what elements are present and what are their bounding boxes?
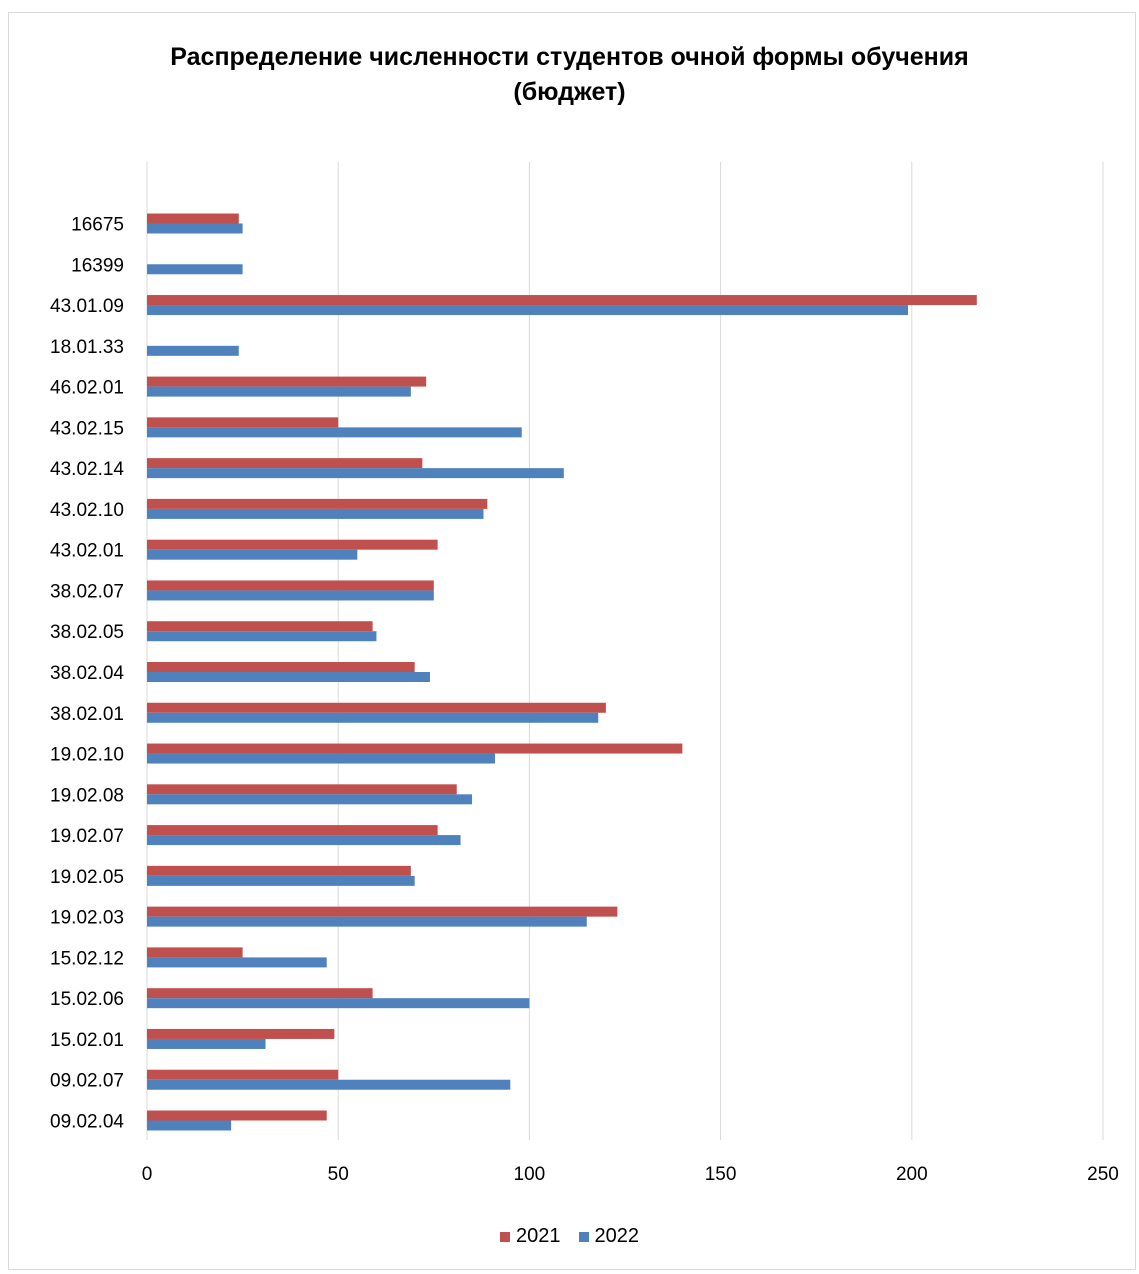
category-label: 43.02.01 [50, 541, 124, 562]
category-label: 46.02.01 [50, 378, 124, 399]
bar-2022-19.02.08 [147, 794, 473, 805]
legend-item-2022: 2022 [578, 1225, 640, 1248]
chart-title-line-1: Распределение численности студентов очно… [170, 43, 969, 71]
category-label: 38.02.04 [50, 663, 124, 684]
category-label: 38.02.07 [50, 581, 124, 602]
category-labels: 16675 16399 43.01.09 18.01.33 46.02.01 43.02.… [50, 215, 124, 1133]
bar-2021-16675 [147, 213, 239, 224]
category-label: 16675 [71, 215, 124, 236]
x-tick-label: 150 [705, 1164, 737, 1185]
bar-2022-38.02.05 [147, 631, 377, 642]
category-label: 15.02.01 [50, 1030, 124, 1051]
legend-label-2022: 2022 [594, 1225, 640, 1247]
category-label: 43.01.09 [50, 296, 124, 317]
bar-2022-43.02.14 [147, 468, 564, 479]
category-label: 09.02.07 [50, 1071, 124, 1092]
bar-2022-16399 [147, 264, 243, 275]
bar-2021-38.02.05 [147, 621, 373, 632]
bar-2022-38.02.01 [147, 712, 599, 723]
category-label: 43.02.14 [50, 459, 124, 480]
bar-2021-19.02.05 [147, 865, 411, 876]
category-label: 15.02.06 [50, 989, 124, 1010]
category-label: 16399 [71, 255, 124, 276]
bar-2022-43.02.10 [147, 508, 484, 519]
bar-2022-38.02.04 [147, 672, 430, 682]
category-label: 43.02.15 [50, 418, 124, 439]
bar-2021-15.02.06 [147, 988, 373, 999]
bar-2021-43.02.10 [147, 498, 488, 509]
bar-2021-43.02.14 [147, 458, 423, 469]
legend: 2021 2022 [0, 1225, 1139, 1248]
bar-2021-15.02.12 [147, 947, 243, 958]
x-tick-labels: 0 50 100 150 200 250 [142, 1164, 1119, 1185]
bar-2022-09.02.04 [147, 1120, 232, 1131]
category-label: 18.01.33 [50, 337, 124, 358]
bar-2022-46.02.01 [147, 386, 411, 397]
category-label: 38.02.05 [50, 622, 124, 643]
bar-2022-19.02.10 [147, 753, 495, 764]
category-label: 15.02.12 [50, 948, 124, 969]
bar-2022-19.02.03 [147, 916, 587, 927]
category-label: 19.02.08 [50, 785, 124, 806]
bar-2022-43.01.09 [147, 305, 908, 316]
bar-2021-19.02.08 [147, 784, 457, 795]
bar-2021-38.02.01 [147, 702, 606, 713]
bar-2022-09.02.07 [147, 1079, 511, 1090]
category-label: 09.02.04 [50, 1112, 124, 1133]
category-label: 43.02.10 [50, 500, 124, 521]
category-label: 38.02.01 [50, 704, 124, 725]
gridlines [146, 162, 1104, 1140]
bar-2022-16675 [147, 223, 243, 234]
bar-2022-15.02.01 [147, 1038, 266, 1049]
bar-2021-43.02.15 [147, 417, 339, 428]
bar-2021-38.02.07 [147, 580, 434, 591]
bar-2022-19.02.05 [147, 875, 415, 886]
bar-2022-18.01.33 [147, 345, 239, 356]
bar-2021-19.02.10 [147, 743, 683, 754]
legend-swatch-2022 [578, 1231, 589, 1242]
chart-title: Распределение численности студентов очно… [0, 40, 1139, 110]
bar-2021-15.02.01 [147, 1028, 335, 1039]
bar-2021-38.02.04 [147, 662, 415, 672]
legend-item-2021: 2021 [500, 1225, 561, 1248]
x-tick-label: 50 [328, 1164, 349, 1185]
chart-title-line-2: (бюджет) [513, 78, 626, 106]
x-tick-label: 0 [142, 1164, 153, 1185]
category-label: 19.02.10 [50, 745, 124, 766]
bar-2021-09.02.07 [147, 1069, 339, 1080]
bar-2021-43.02.01 [147, 539, 438, 550]
bar-2021-19.02.03 [147, 906, 618, 917]
bar-2022-38.02.07 [147, 590, 434, 601]
legend-label-2021: 2021 [516, 1225, 561, 1247]
bar-2021-09.02.04 [147, 1110, 327, 1121]
bar-2022-19.02.07 [147, 835, 461, 846]
category-label: 19.02.05 [50, 867, 124, 888]
bar-2022-15.02.06 [147, 998, 530, 1009]
bar-2022-15.02.12 [147, 957, 327, 968]
x-tick-label: 100 [514, 1164, 546, 1185]
category-label: 19.02.07 [50, 826, 124, 847]
x-tick-label: 200 [896, 1164, 928, 1185]
category-label: 19.02.03 [50, 908, 124, 929]
bar-2022-43.02.01 [147, 549, 358, 560]
bar-2021-43.01.09 [147, 295, 977, 306]
bar-2022-43.02.15 [147, 427, 522, 438]
x-tick-label: 250 [1087, 1164, 1119, 1185]
legend-swatch-2021 [500, 1231, 510, 1242]
bar-2021-19.02.07 [147, 825, 438, 836]
bar-2021-46.02.01 [147, 376, 427, 387]
bars [147, 213, 977, 1131]
